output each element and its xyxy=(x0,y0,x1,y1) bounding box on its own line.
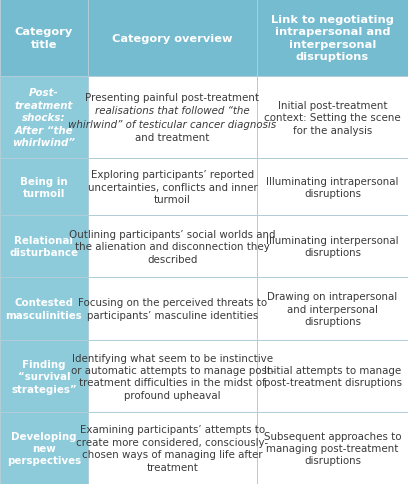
Text: Drawing on intrapersonal
and interpersonal
disruptions: Drawing on intrapersonal and interperson… xyxy=(268,292,397,326)
Text: Contested
masculinities: Contested masculinities xyxy=(5,298,82,320)
Text: Category overview: Category overview xyxy=(112,33,233,44)
Bar xyxy=(0,159,88,216)
Bar xyxy=(88,412,257,484)
Bar xyxy=(257,159,408,216)
Bar xyxy=(88,0,257,77)
Text: Being in
turmoil: Being in turmoil xyxy=(20,176,68,198)
Text: Link to negotiating
intrapersonal and
interpersonal
disruptions: Link to negotiating intrapersonal and in… xyxy=(271,15,394,62)
Text: and treatment: and treatment xyxy=(135,133,210,143)
Text: Examining participants’ attempts to
create more considered, consciously-
chosen : Examining participants’ attempts to crea… xyxy=(76,424,268,472)
Bar xyxy=(0,277,88,341)
Text: Illuminating interpersonal
disruptions: Illuminating interpersonal disruptions xyxy=(266,236,399,258)
Bar xyxy=(0,216,88,277)
Bar xyxy=(88,341,257,412)
Text: Post-
treatment
shocks:
After “the
whirlwind”: Post- treatment shocks: After “the whirl… xyxy=(12,88,75,148)
Text: Illuminating intrapersonal
disruptions: Illuminating intrapersonal disruptions xyxy=(266,176,399,198)
Bar xyxy=(88,216,257,277)
Bar xyxy=(257,216,408,277)
Text: Presenting painful post-treatment: Presenting painful post-treatment xyxy=(85,92,259,103)
Bar xyxy=(88,277,257,341)
Text: Focusing on the perceived threats to
participants’ masculine identities: Focusing on the perceived threats to par… xyxy=(78,298,267,320)
Text: realisations that followed “the: realisations that followed “the xyxy=(95,106,250,116)
Text: Initial post-treatment
context: Setting the scene
for the analysis: Initial post-treatment context: Setting … xyxy=(264,101,401,135)
Bar xyxy=(257,412,408,484)
Text: Developing
new
perspectives: Developing new perspectives xyxy=(7,431,81,466)
Bar xyxy=(0,412,88,484)
Bar xyxy=(257,341,408,412)
Text: Exploring participants’ reported
uncertainties, conflicts and inner
turmoil: Exploring participants’ reported uncerta… xyxy=(87,170,257,205)
Text: Outlining participants’ social worlds and
the alienation and disconnection they
: Outlining participants’ social worlds an… xyxy=(69,229,276,264)
Bar xyxy=(0,77,88,159)
Bar xyxy=(257,77,408,159)
Text: Relational
disturbance: Relational disturbance xyxy=(9,236,78,258)
Bar xyxy=(88,159,257,216)
Text: Identifying what seem to be instinctive
or automatic attempts to manage post-
tr: Identifying what seem to be instinctive … xyxy=(71,353,274,400)
Bar xyxy=(257,277,408,341)
Text: Category
title: Category title xyxy=(15,27,73,49)
Bar xyxy=(257,0,408,77)
Text: Subsequent approaches to
managing post-treatment
disruptions: Subsequent approaches to managing post-t… xyxy=(264,431,401,466)
Text: Initial attempts to manage
post-treatment disruptions: Initial attempts to manage post-treatmen… xyxy=(264,365,401,388)
Bar xyxy=(0,341,88,412)
Bar xyxy=(0,0,88,77)
Text: Finding
“survival
strategies”: Finding “survival strategies” xyxy=(11,359,77,394)
Text: whirlwind” of testicular cancer diagnosis: whirlwind” of testicular cancer diagnosi… xyxy=(68,120,277,130)
Bar xyxy=(88,77,257,159)
